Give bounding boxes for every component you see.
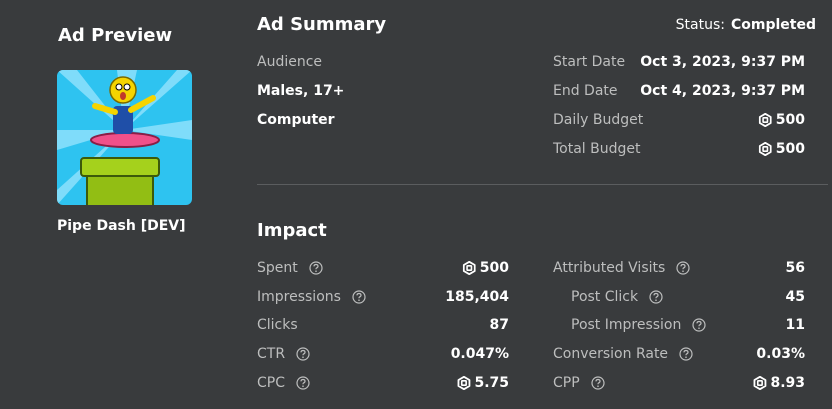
value: 0.03% bbox=[756, 347, 805, 361]
value: 500 bbox=[462, 260, 509, 276]
value: 45 bbox=[786, 290, 805, 304]
metric-label: Post Impression bbox=[571, 317, 682, 334]
value-text: 500 bbox=[479, 260, 509, 276]
value: 5.75 bbox=[457, 374, 509, 391]
info-icon[interactable] bbox=[296, 376, 310, 390]
audience-label: Audience bbox=[257, 54, 323, 70]
value-text: 500 bbox=[775, 141, 805, 157]
detail-label: Start Date bbox=[553, 54, 626, 70]
value-text: 0.047% bbox=[450, 346, 509, 363]
info-icon[interactable] bbox=[649, 290, 663, 304]
info-icon[interactable] bbox=[352, 290, 366, 304]
audience-value: Computer bbox=[257, 112, 335, 128]
value-text: 8.93 bbox=[770, 374, 805, 391]
status: Status: Completed bbox=[676, 18, 816, 32]
value: 87 bbox=[490, 318, 509, 332]
preview-title: Ad Preview bbox=[58, 25, 173, 46]
metric-label: CTR bbox=[257, 346, 286, 363]
summary-title: Ad Summary bbox=[257, 14, 387, 35]
robux-icon bbox=[758, 142, 772, 156]
info-icon[interactable] bbox=[309, 261, 323, 275]
value-text: 500 bbox=[775, 112, 805, 128]
value-text: 185,404 bbox=[445, 288, 509, 305]
metric-label: CPC bbox=[257, 374, 285, 391]
value: Oct 3, 2023, 9:37 PM bbox=[640, 55, 805, 69]
robux-icon bbox=[457, 375, 471, 390]
metric-label: Conversion Rate bbox=[553, 346, 669, 363]
value-text: Oct 3, 2023, 9:37 PM bbox=[640, 54, 805, 70]
metric-label: Attributed Visits bbox=[553, 260, 666, 276]
value: 11 bbox=[786, 318, 805, 332]
detail-label: Daily Budget bbox=[553, 112, 644, 128]
value: 8.93 bbox=[753, 374, 805, 391]
robux-icon bbox=[758, 113, 772, 127]
experience-name: Pipe Dash [DEV] bbox=[57, 218, 186, 234]
metric-label: CPP bbox=[553, 374, 580, 391]
status-value: Completed bbox=[730, 17, 816, 33]
metric-label: Clicks bbox=[257, 317, 298, 334]
divider bbox=[257, 184, 828, 185]
value: 0.047% bbox=[451, 347, 509, 361]
robux-icon bbox=[753, 375, 767, 390]
ad-thumbnail bbox=[57, 70, 192, 205]
info-icon[interactable] bbox=[591, 376, 605, 390]
metric-label: Post Click bbox=[571, 288, 639, 305]
info-icon[interactable] bbox=[296, 347, 310, 361]
value: Oct 4, 2023, 9:37 PM bbox=[640, 84, 805, 98]
value-text: 87 bbox=[489, 317, 509, 334]
robux-icon bbox=[462, 261, 476, 275]
impact-title: Impact bbox=[257, 220, 327, 241]
value-text: 5.75 bbox=[474, 374, 509, 391]
value-text: 45 bbox=[785, 288, 805, 305]
value: 500 bbox=[758, 112, 805, 128]
audience-value: Males, 17+ bbox=[257, 83, 345, 99]
value: 56 bbox=[786, 261, 805, 275]
info-icon[interactable] bbox=[692, 318, 706, 332]
detail-label: Total Budget bbox=[553, 141, 641, 157]
metric-label: Spent bbox=[257, 260, 298, 276]
value: 185,404 bbox=[445, 290, 509, 304]
value-text: Oct 4, 2023, 9:37 PM bbox=[640, 83, 805, 99]
value-text: 11 bbox=[785, 317, 805, 334]
value-text: 0.03% bbox=[756, 346, 805, 363]
metric-label: Impressions bbox=[257, 288, 341, 305]
info-icon[interactable] bbox=[679, 347, 693, 361]
value: 500 bbox=[758, 141, 805, 157]
value-text: 56 bbox=[785, 260, 805, 276]
status-label: Status: bbox=[675, 17, 725, 33]
detail-label: End Date bbox=[553, 83, 618, 99]
info-icon[interactable] bbox=[676, 261, 690, 275]
